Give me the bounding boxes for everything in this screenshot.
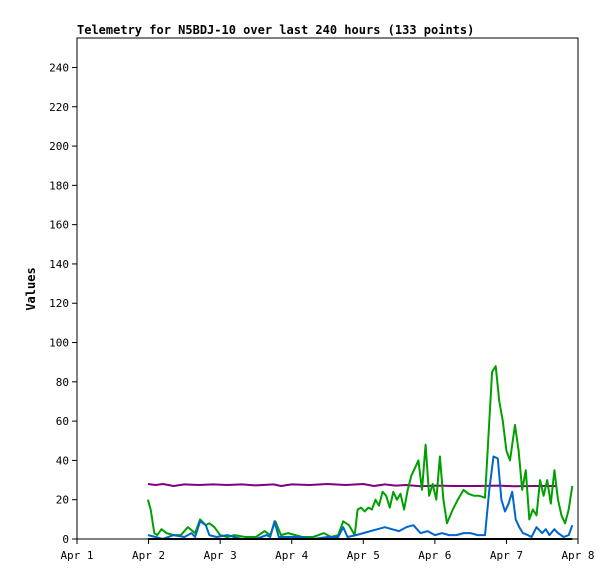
y-tick-label: 240 xyxy=(49,61,69,74)
y-tick-label: 60 xyxy=(56,415,69,428)
x-tick-label: Apr 4 xyxy=(275,549,308,562)
x-tick-label: Apr 1 xyxy=(60,549,93,562)
y-tick-label: 200 xyxy=(49,140,69,153)
x-tick-label: Apr 6 xyxy=(418,549,451,562)
x-tick-label: Apr 7 xyxy=(490,549,523,562)
x-tick-label: Apr 2 xyxy=(132,549,165,562)
series-line-1 xyxy=(146,365,574,538)
series-line-0 xyxy=(147,483,557,488)
x-tick-label: Apr 3 xyxy=(204,549,237,562)
y-axis-ticks: 0 20 40 60 80 100 120 140 160 180 200 220 240 xyxy=(49,61,77,546)
plot-area xyxy=(76,37,579,540)
series-layer xyxy=(146,365,574,540)
y-tick-label: 120 xyxy=(49,297,69,310)
y-tick-label: 220 xyxy=(49,101,69,114)
y-tick-label: 160 xyxy=(49,219,69,232)
x-tick-label: Apr 5 xyxy=(347,549,380,562)
x-axis-ticks: Apr 1 Apr 2 Apr 3 Apr 4 Apr 5 Apr 6 Apr 7 Apr 8 xyxy=(60,539,595,562)
x-tick-label: Apr 8 xyxy=(561,549,594,562)
y-tick-label: 20 xyxy=(56,494,69,507)
y-tick-label: 40 xyxy=(56,454,69,467)
y-tick-label: 80 xyxy=(56,376,69,389)
y-tick-label: 0 xyxy=(62,533,69,546)
y-axis-label: Values xyxy=(24,267,38,310)
y-tick-label: 140 xyxy=(49,258,69,271)
y-tick-label: 100 xyxy=(49,337,69,350)
series-line-2 xyxy=(147,455,574,540)
chart-title: Telemetry for N5BDJ-10 over last 240 hou… xyxy=(77,23,474,37)
y-tick-label: 180 xyxy=(49,179,69,192)
